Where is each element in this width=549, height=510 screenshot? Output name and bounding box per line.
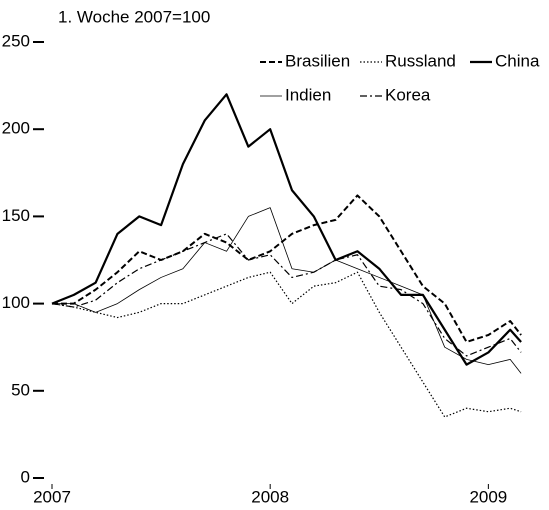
series-line (51, 233, 522, 357)
series-line (51, 93, 522, 366)
y-tick-label: 50 (11, 380, 30, 399)
y-tick-label: 250 (2, 31, 30, 50)
legend-label: Russland (385, 51, 456, 70)
series-line (52, 207, 522, 374)
series-line (51, 271, 522, 418)
chart-title: 1. Woche 2007=100 (58, 7, 210, 26)
x-tick-label: 2008 (251, 487, 289, 506)
x-tick-label: 2007 (33, 487, 71, 506)
y-tick-label: 150 (2, 206, 30, 225)
y-tick-label: 100 (2, 293, 30, 312)
x-tick-label: 2009 (469, 487, 507, 506)
legend-label: Indien (285, 85, 331, 104)
y-tick-label: 200 (2, 119, 30, 138)
legend-label: Brasilien (285, 51, 350, 70)
legend-label: Korea (385, 85, 431, 104)
legend-label: China (495, 51, 540, 70)
y-tick-label: 0 (21, 467, 30, 486)
series-line (52, 194, 522, 343)
